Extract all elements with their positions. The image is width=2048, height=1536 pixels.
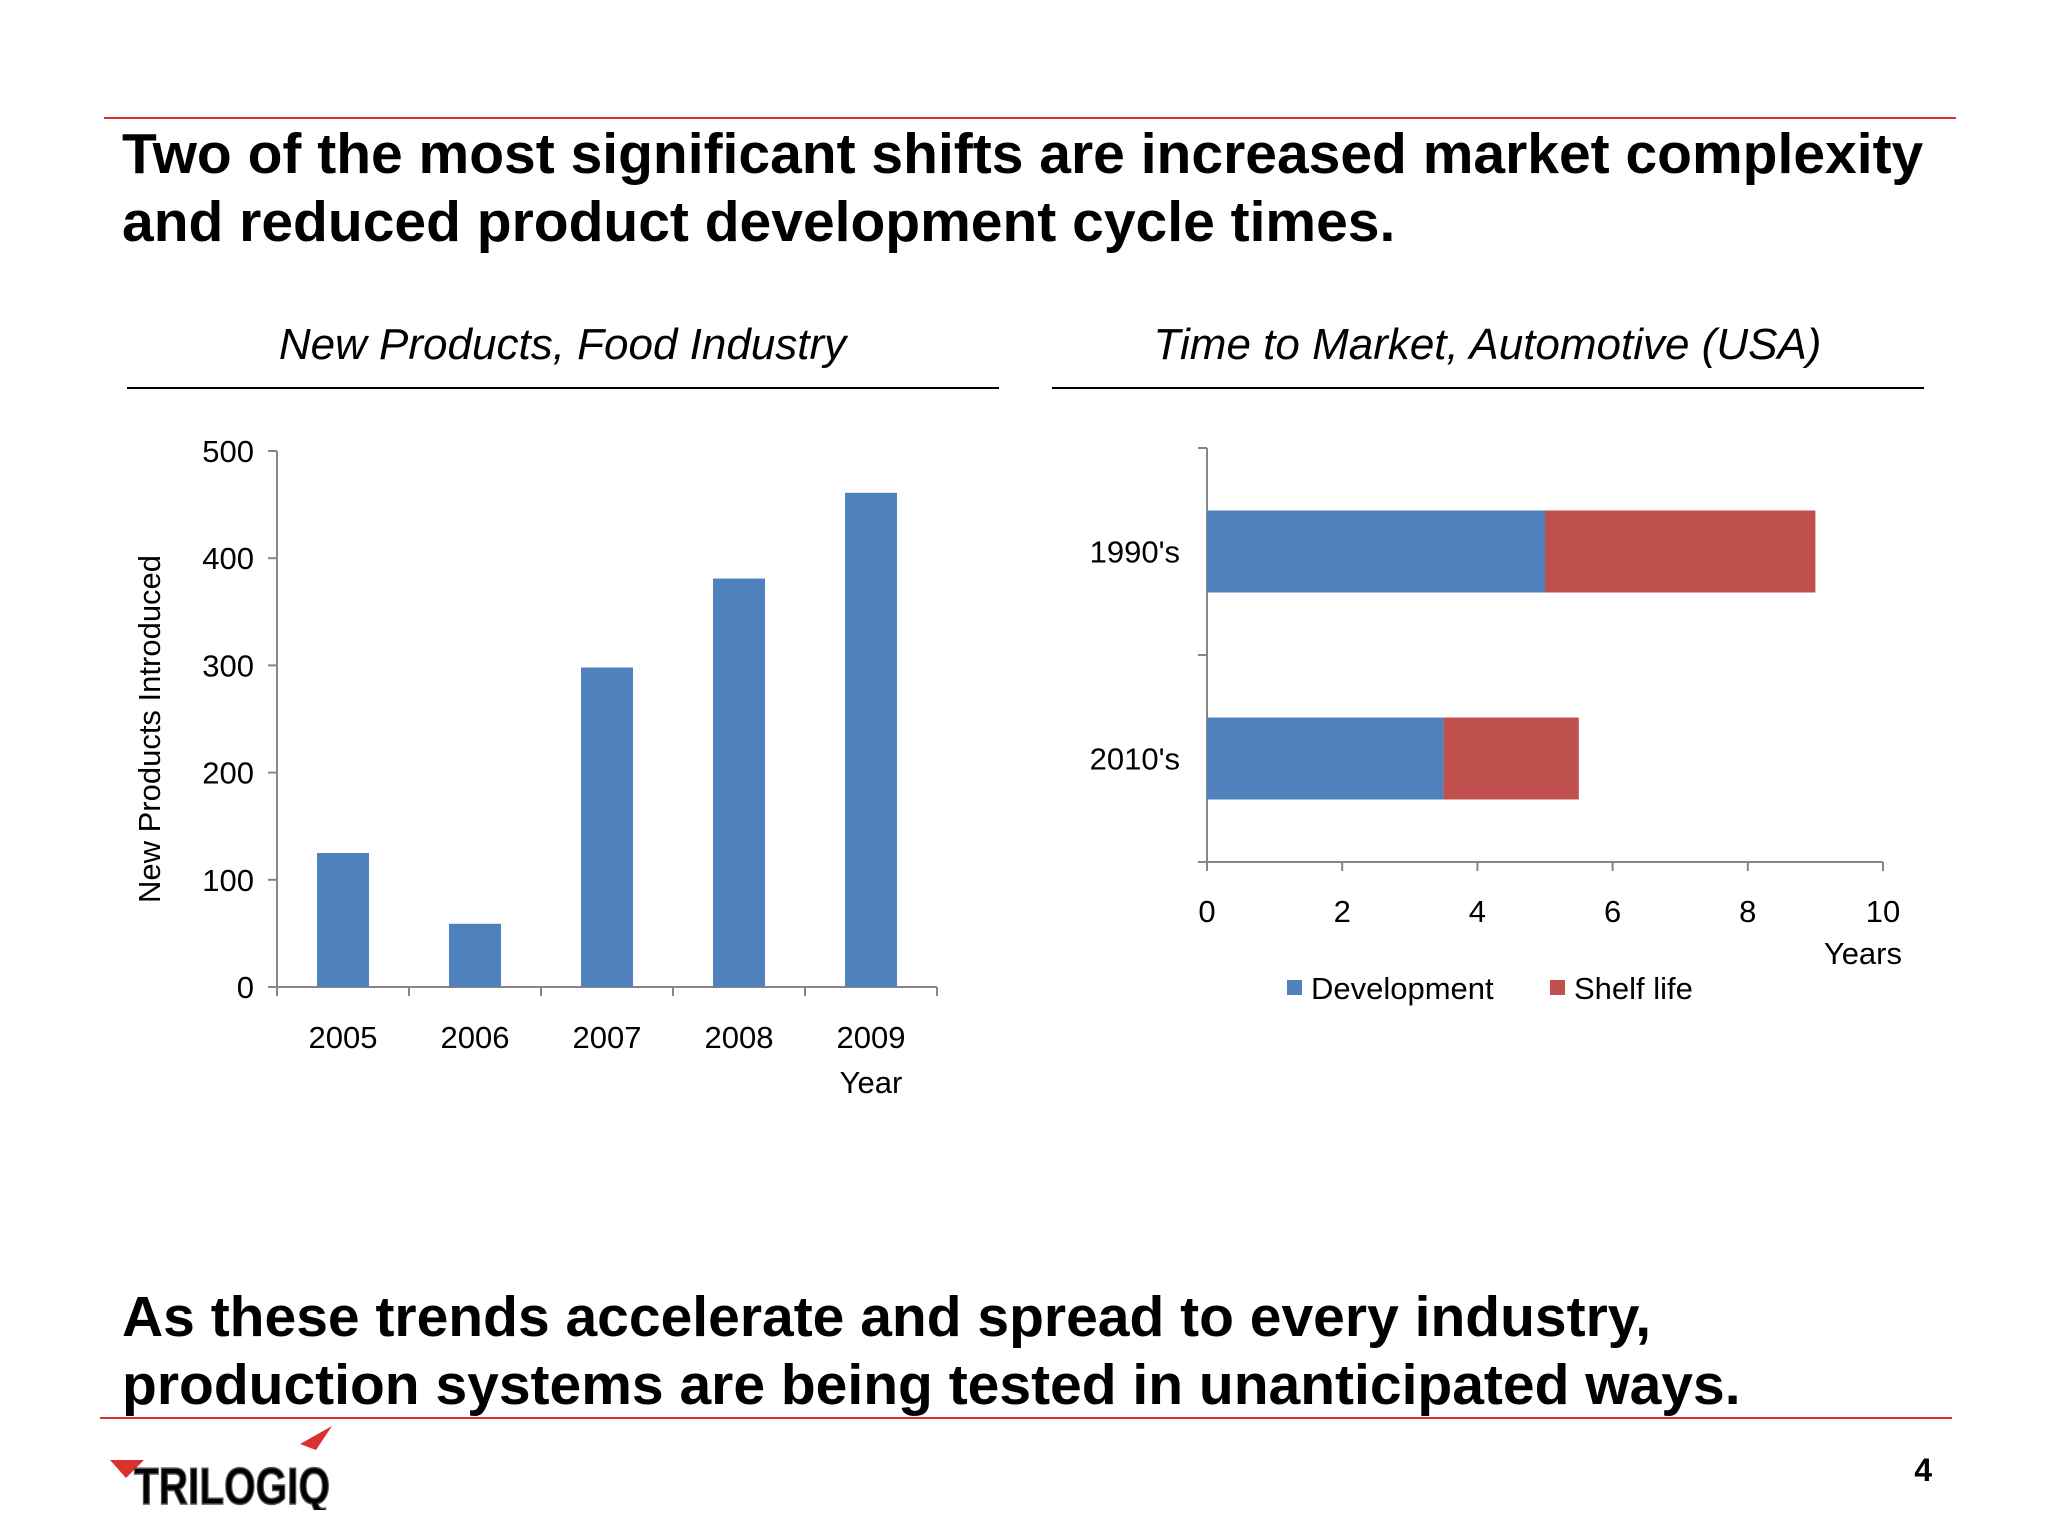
logo-swoosh-icon: [300, 1426, 332, 1450]
x-axis-label: Years: [1824, 936, 1902, 971]
y-tick-label: 300: [202, 648, 254, 683]
y-tick-label: 400: [202, 541, 254, 576]
y-tick-label: 2010's: [1090, 742, 1180, 777]
bar: [581, 667, 633, 987]
logo-triangle-icon: [110, 1460, 144, 1478]
x-tick-label: 2005: [309, 1020, 378, 1055]
y-tick-label: 1990's: [1090, 535, 1180, 570]
auto-chart-title: Time to Market, Automotive (USA): [1153, 320, 1822, 369]
y-tick-label: 200: [202, 756, 254, 791]
y-tick-label: 0: [237, 970, 254, 1005]
x-tick-label: 6: [1604, 894, 1621, 929]
food-chart-title: New Products, Food Industry: [278, 320, 847, 369]
x-tick-label: 10: [1866, 894, 1900, 929]
top-accent-rule: [104, 117, 1956, 119]
bottom-accent-rule: [100, 1417, 1952, 1419]
food-chart-title-rule: [127, 387, 999, 389]
legend-label: Development: [1311, 971, 1494, 1006]
legend-swatch: [1550, 980, 1565, 995]
trilogiq-logo: TRILOGIQ: [110, 1426, 332, 1510]
y-axis-label: New Products Introduced: [132, 555, 167, 903]
legend-swatch: [1287, 980, 1302, 995]
y-tick-label: 100: [202, 863, 254, 898]
bar: [845, 492, 897, 987]
bar-segment-development: [1207, 510, 1545, 593]
x-tick-label: 2: [1334, 894, 1351, 929]
bar-segment-shelf-life: [1545, 510, 1816, 593]
bar: [713, 578, 765, 987]
y-tick-label: 500: [202, 434, 254, 469]
legend-label: Shelf life: [1574, 971, 1693, 1006]
x-tick-label: 2007: [573, 1020, 642, 1055]
x-axis-label: Year: [840, 1065, 903, 1100]
x-tick-label: 0: [1198, 894, 1215, 929]
x-tick-label: 2006: [441, 1020, 510, 1055]
x-tick-label: 8: [1739, 894, 1756, 929]
bar: [317, 853, 369, 987]
slide-headline: Two of the most significant shifts are i…: [122, 122, 1924, 254]
bar-segment-shelf-life: [1443, 717, 1579, 800]
auto-chart-title-rule: [1052, 387, 1924, 389]
logo-wordmark: TRILOGIQ: [134, 1458, 330, 1510]
x-tick-label: 2008: [705, 1020, 774, 1055]
slide-conclusion: As these trends accelerate and spread to…: [122, 1285, 1741, 1417]
bar-segment-development: [1207, 717, 1444, 800]
x-tick-label: 4: [1469, 894, 1486, 929]
bar: [449, 923, 501, 987]
x-tick-label: 2009: [837, 1020, 906, 1055]
page-number: 4: [1914, 1452, 1932, 1488]
